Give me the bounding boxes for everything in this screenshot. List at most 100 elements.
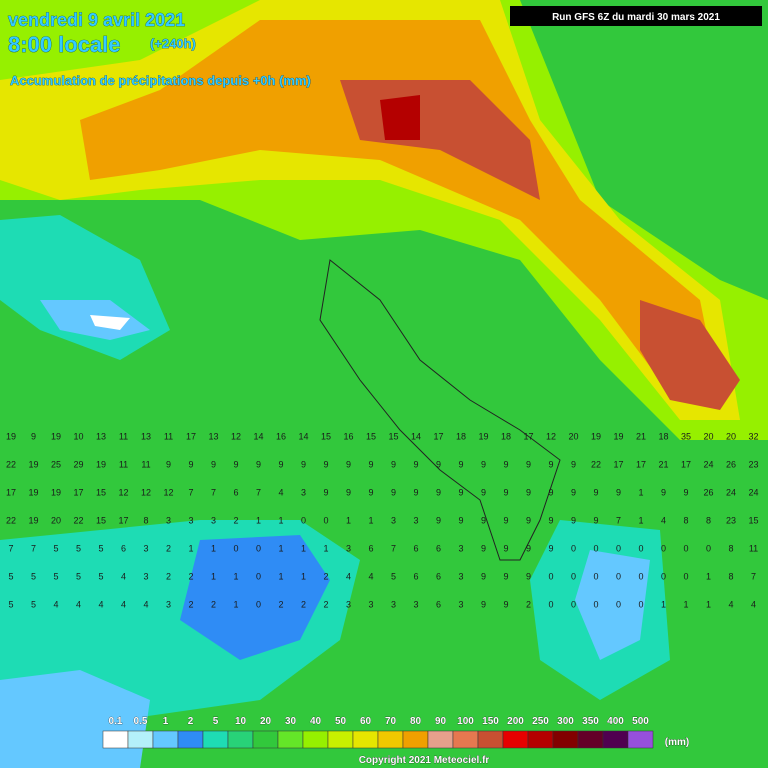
grid-value: 1 — [278, 543, 283, 553]
grid-value: 26 — [726, 459, 736, 469]
grid-value: 9 — [526, 459, 531, 469]
grid-value: 0 — [301, 515, 306, 525]
grid-value: 4 — [661, 515, 666, 525]
grid-value: 19 — [28, 515, 38, 525]
legend-label: 250 — [532, 716, 549, 727]
grid-value: 9 — [503, 599, 508, 609]
grid-value: 3 — [391, 515, 396, 525]
grid-value: 15 — [96, 487, 106, 497]
legend-label: 70 — [385, 716, 397, 727]
grid-value: 9 — [481, 571, 486, 581]
legend-swatch — [152, 730, 179, 749]
grid-value: 0 — [616, 571, 621, 581]
grid-value: 18 — [456, 431, 466, 441]
copyright: Copyright 2021 Meteociel.fr — [359, 755, 490, 766]
grid-value: 0 — [256, 543, 261, 553]
grid-value: 19 — [478, 431, 488, 441]
grid-value: 4 — [368, 571, 373, 581]
grid-value: 6 — [413, 543, 418, 553]
coastline — [319, 259, 561, 561]
grid-value: 0 — [548, 571, 553, 581]
legend-label: 200 — [507, 716, 524, 727]
legend-swatch — [352, 730, 379, 749]
grid-value: 9 — [413, 487, 418, 497]
grid-value: 5 — [8, 571, 13, 581]
grid-value: 17 — [523, 431, 533, 441]
grid-value: 9 — [503, 515, 508, 525]
grid-value: 1 — [638, 487, 643, 497]
grid-value: 3 — [413, 515, 418, 525]
grid-value: 9 — [481, 599, 486, 609]
grid-value: 17 — [433, 431, 443, 441]
grid-value: 6 — [121, 543, 126, 553]
grid-value: 2 — [188, 599, 193, 609]
grid-value: 2 — [233, 515, 238, 525]
grid-value: 9 — [368, 459, 373, 469]
grid-value: 25 — [51, 459, 61, 469]
grid-value: 7 — [391, 543, 396, 553]
grid-value: 3 — [143, 543, 148, 553]
grid-value: 1 — [278, 571, 283, 581]
grid-value: 0 — [593, 543, 598, 553]
grid-value: 15 — [321, 431, 331, 441]
legend-swatch — [252, 730, 279, 749]
grid-value: 0 — [661, 543, 666, 553]
grid-value: 8 — [728, 543, 733, 553]
grid-value: 1 — [233, 599, 238, 609]
legend-label: 500 — [632, 716, 649, 727]
legend-swatch — [102, 730, 129, 749]
grid-value: 9 — [436, 459, 441, 469]
grid-value: 14 — [411, 431, 421, 441]
grid-value: 20 — [726, 431, 736, 441]
legend-swatch — [477, 730, 504, 749]
grid-value: 7 — [211, 487, 216, 497]
grid-value: 9 — [481, 543, 486, 553]
legend-swatch — [602, 730, 629, 749]
grid-value: 1 — [233, 571, 238, 581]
grid-value: 20 — [703, 431, 713, 441]
grid-value: 5 — [98, 571, 103, 581]
legend-label: 80 — [410, 716, 422, 727]
legend-label: 30 — [285, 716, 297, 727]
grid-value: 9 — [683, 487, 688, 497]
grid-value: 15 — [96, 515, 106, 525]
grid-value: 8 — [706, 515, 711, 525]
legend-swatch — [627, 730, 654, 749]
grid-value: 0 — [616, 599, 621, 609]
grid-value: 24 — [726, 487, 736, 497]
grid-value: 16 — [276, 431, 286, 441]
legend-label: 5 — [213, 716, 219, 727]
grid-value: 9 — [571, 459, 576, 469]
grid-value: 17 — [186, 431, 196, 441]
grid-value: 9 — [661, 487, 666, 497]
legend-swatch — [277, 730, 304, 749]
grid-value: 11 — [119, 431, 128, 441]
grid-value: 4 — [728, 599, 733, 609]
grid-value: 0 — [571, 599, 576, 609]
grid-value: 15 — [748, 515, 758, 525]
grid-value: 4 — [751, 599, 756, 609]
grid-value: 19 — [96, 459, 106, 469]
date: vendredi 9 avril 2021 — [8, 10, 185, 30]
grid-value: 9 — [481, 487, 486, 497]
grid-value: 19 — [51, 487, 61, 497]
run-box — [510, 6, 762, 26]
grid-value: 11 — [164, 431, 173, 441]
grid-value: 23 — [726, 515, 736, 525]
legend-swatch — [427, 730, 454, 749]
grid-value: 12 — [546, 431, 556, 441]
grid-value: 4 — [121, 571, 126, 581]
grid-value: 9 — [548, 515, 553, 525]
grid-value: 9 — [323, 487, 328, 497]
grid-value: 1 — [301, 571, 306, 581]
grid-value: 6 — [436, 571, 441, 581]
legend-label: 400 — [607, 716, 624, 727]
grid-value: 17 — [681, 459, 691, 469]
grid-value: 0 — [256, 599, 261, 609]
grid-value: 1 — [638, 515, 643, 525]
grid-values: 19 9 19 10 13 11 13 11 17 13 12 14 16 14 15 16 15 15 14 17 1… — [6, 431, 759, 609]
grid-value: 24 — [748, 487, 758, 497]
grid-value: 0 — [706, 543, 711, 553]
grid-value: 9 — [458, 515, 463, 525]
grid-value: 3 — [391, 599, 396, 609]
